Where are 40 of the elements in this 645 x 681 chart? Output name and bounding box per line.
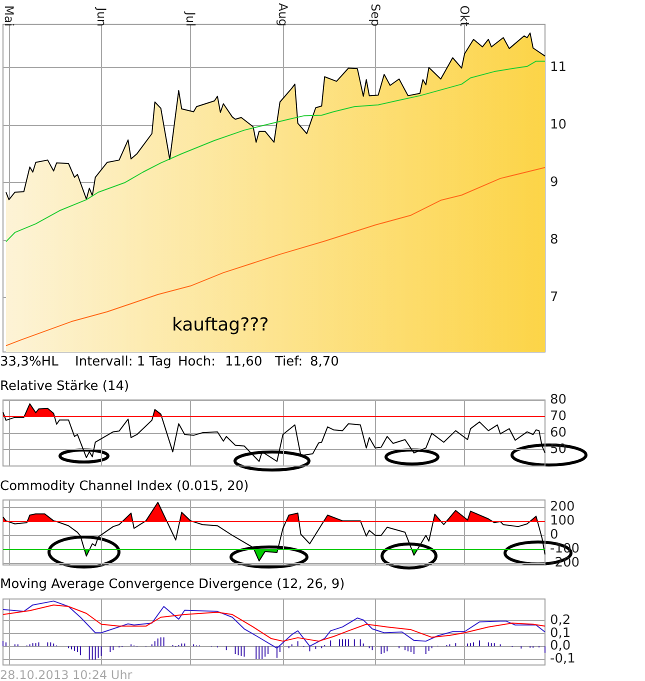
line-series [2,403,546,462]
x-tick-label: Mai [2,5,16,26]
y-tick-label: 8 [550,232,558,248]
y-tick-label: 50 [550,442,567,457]
line-series [5,60,546,242]
text: 33,3%HL [0,354,60,370]
x-tick-label: Sep [368,4,382,26]
y-tick-label: 0,2 [550,612,571,628]
y-tick-label: 10 [550,118,567,132]
chart-title: Commodity Channel Index (0.015, 20) [0,479,249,494]
text: 8,70 [310,354,339,370]
y-tick-label: 60 [550,426,567,440]
y-tick-label: 80 [550,392,567,408]
y-tick-label: 200 [550,499,575,514]
text: 28.10.2013 10:24 Uhr [0,668,132,681]
x-tick-label: Jul [184,10,198,26]
annotation: kauftag??? [172,314,269,336]
y-tick-label: -200 [550,555,580,570]
chart-title: Relative Stärke (14) [0,379,130,394]
x-tick-label: Okt [458,5,472,27]
y-tick-label: 0,0 [550,638,571,654]
line-series [5,167,546,346]
x-tick-label: Jun [94,6,108,26]
y-tick-label: -0,1 [550,652,576,667]
chart-title: Moving Average Convergence Divergence (12, 26, 9) [0,577,345,592]
y-tick-label: 0 [550,527,558,542]
y-tick-label: 11 [550,60,567,76]
y-tick-label: 70 [550,409,567,424]
y-tick-label: 0,1 [550,626,571,641]
y-tick-label: 9 [550,174,558,190]
text: 11,60 [225,354,262,370]
line-series [2,502,546,562]
x-tick-label: Aug [276,2,290,26]
text: Hoch: [178,354,216,370]
y-tick-label: 100 [550,513,575,528]
text: Tief: [274,354,303,370]
text: Intervall: 1 Tag [75,354,172,370]
y-tick-label: 7 [550,290,558,305]
line-series [2,604,546,642]
line-series [2,600,546,649]
